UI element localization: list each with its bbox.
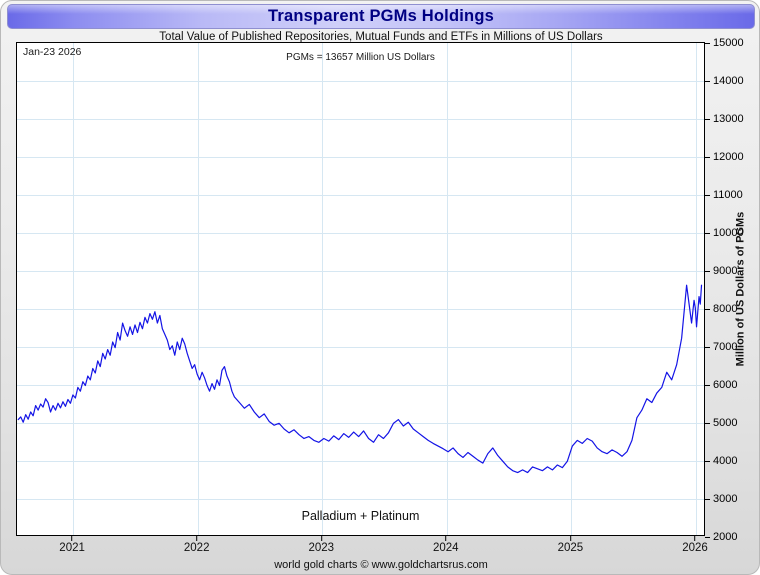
gridline-horizontal — [17, 157, 704, 158]
gridline-horizontal — [17, 119, 704, 120]
y-axis: 2000 3000 4000 5000 6000 7000 8000 9000 10000 110… — [705, 37, 751, 542]
x-axis-tick: 2025 — [557, 536, 584, 554]
y-tick-mark — [705, 536, 710, 538]
title-bar: Transparent PGMs Holdings — [7, 4, 755, 29]
gridline-vertical — [571, 43, 573, 535]
page-title: Transparent PGMs Holdings — [268, 7, 494, 25]
x-axis-tick: 2026 — [682, 536, 708, 554]
x-tick-mark — [445, 536, 447, 541]
x-tick-mark — [196, 536, 198, 541]
y-tick-label: 11000 — [713, 188, 743, 201]
y-tick-mark — [705, 232, 710, 234]
x-axis-tick: 2022 — [183, 536, 210, 554]
y-tick-label: 6000 — [713, 378, 738, 391]
x-tick-label: 2023 — [308, 542, 335, 554]
y-tick-mark — [705, 346, 710, 348]
gridline-horizontal — [17, 347, 704, 348]
y-tick-label: 4000 — [713, 454, 738, 467]
y-tick-mark — [705, 118, 710, 120]
series-legend-label: Palladium + Platinum — [301, 509, 420, 523]
x-tick-label: 2025 — [557, 542, 584, 554]
y-tick-label: 7000 — [713, 340, 738, 353]
x-tick-mark — [694, 536, 696, 541]
y-tick-label: 8000 — [713, 302, 738, 315]
y-tick-mark — [705, 42, 710, 44]
x-axis-tick: 2021 — [59, 536, 85, 554]
gridline-horizontal — [17, 499, 704, 500]
x-axis-tick: 2024 — [433, 536, 459, 554]
y-tick-mark — [705, 498, 710, 500]
x-tick-mark — [71, 536, 73, 541]
x-axis-tick: 2023 — [308, 536, 335, 554]
gridlines — [17, 43, 704, 535]
gridline-horizontal — [17, 309, 704, 310]
y-tick-label: 13000 — [713, 112, 744, 125]
y-tick-label: 2000 — [713, 530, 738, 543]
y-tick-label: 10000 — [713, 226, 744, 239]
y-tick-mark — [705, 194, 710, 196]
y-tick-mark — [705, 270, 710, 272]
x-tick-label: 2022 — [183, 542, 210, 554]
y-tick-mark — [705, 156, 710, 158]
gridline-vertical — [446, 43, 448, 535]
gridline-horizontal — [17, 271, 704, 272]
y-axis-title: Million of US Dollars of PGMs — [731, 42, 749, 536]
chart-subtitle: Total Value of Published Repositories, M… — [159, 31, 603, 43]
gridline-horizontal — [17, 423, 704, 424]
gridline-horizontal — [17, 233, 704, 234]
x-tick-label: 2026 — [682, 542, 708, 554]
gridline-horizontal — [17, 461, 704, 462]
y-tick-mark — [705, 308, 710, 310]
value-stamp-annotation: PGMs = 13657 Million US Dollars — [286, 52, 435, 63]
gridline-vertical — [73, 43, 75, 535]
y-axis-title-label: Million of US Dollars of PGMs — [734, 211, 746, 367]
gridline-vertical — [197, 43, 199, 535]
y-tick-label: 9000 — [713, 264, 738, 277]
x-tick-label: 2021 — [59, 542, 85, 554]
y-tick-label: 15000 — [713, 36, 744, 49]
y-tick-label: 3000 — [713, 492, 738, 505]
gridline-vertical — [696, 43, 697, 535]
y-tick-label: 12000 — [713, 150, 744, 163]
x-tick-mark — [320, 536, 322, 541]
y-tick-label: 14000 — [713, 74, 744, 87]
gridline-horizontal — [17, 385, 704, 386]
x-tick-mark — [569, 536, 571, 541]
plot-area: Jan-23 2026 PGMs = 13657 Million US Doll… — [16, 42, 705, 536]
series-line-chart — [17, 43, 704, 535]
series-line-palladium-platinum — [18, 285, 701, 472]
x-axis: 2021 2022 2023 2024 2025 2026 — [16, 536, 708, 560]
gridline-horizontal — [17, 81, 704, 82]
gridline-vertical — [322, 43, 324, 535]
y-tick-mark — [705, 460, 710, 462]
date-stamp-annotation: Jan-23 2026 — [23, 46, 82, 58]
footer-attribution: world gold charts © www.goldchartsrus.co… — [274, 559, 488, 571]
gridline-horizontal — [17, 195, 704, 196]
y-tick-mark — [705, 80, 710, 82]
x-tick-label: 2024 — [433, 542, 459, 554]
y-tick-label: 5000 — [713, 416, 738, 429]
y-tick-mark — [705, 422, 710, 424]
y-tick-mark — [705, 384, 710, 386]
